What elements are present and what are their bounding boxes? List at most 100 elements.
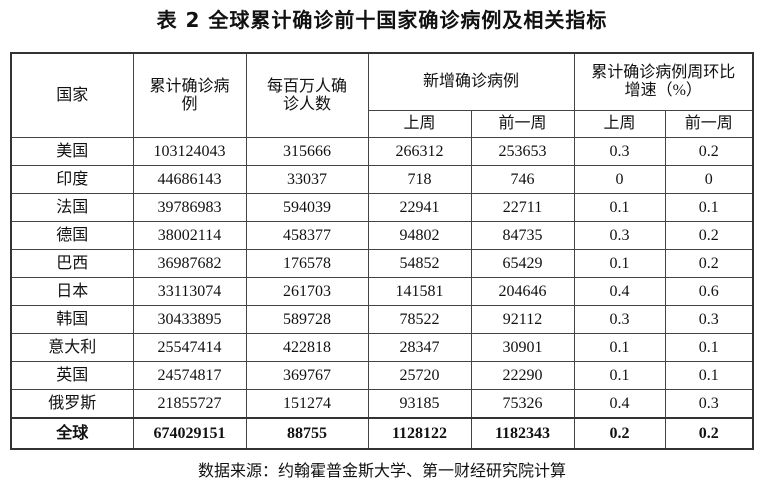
cell-per-million: 422818 [245,333,369,362]
cell-country: 德国 [10,221,134,250]
cell-cumulative: 39786983 [132,193,247,222]
cell-growth-prev: 0.3 [664,305,754,334]
header-growth: 累计确诊病例周环比增速（%） [573,52,754,111]
cell-growth-prev: 0.6 [664,277,754,306]
cell-cumulative: 44686143 [132,165,247,194]
cell-new-prev: 22290 [470,361,575,390]
cell-cumulative: 103124043 [132,137,247,166]
table-row: 美国 103124043 315666 266312 253653 0.3 0.2 [10,137,754,166]
cell-new-last: 141581 [367,277,472,306]
header-cumulative: 累计确诊病例 [132,52,247,138]
cell-growth-last: 0.3 [573,137,666,166]
cell-growth-last: 0.1 [573,249,666,278]
cell-new-last: 22941 [367,193,472,222]
cell-cumulative: 21855727 [132,389,247,419]
covid-cases-table: 国家 累计确诊病例 每百万人确诊人数 新增确诊病例 累计确诊病例周环比增速（%）… [10,52,754,450]
cell-growth-last: 0.4 [573,389,666,419]
cell-growth-prev: 0.2 [664,137,754,166]
cell-per-million: 33037 [245,165,369,194]
table-row: 韩国 30433895 589728 78522 92112 0.3 0.3 [10,305,754,334]
cell-country: 印度 [10,165,134,194]
table-row: 俄罗斯 21855727 151274 93185 75326 0.4 0.3 [10,389,754,419]
cell-cumulative: 24574817 [132,361,247,390]
total-cell-growth-prev: 0.2 [664,417,754,450]
cell-per-million: 315666 [245,137,369,166]
cell-growth-last: 0.1 [573,193,666,222]
cell-growth-prev: 0.1 [664,333,754,362]
cell-cumulative: 33113074 [132,277,247,306]
cell-growth-prev: 0.3 [664,389,754,419]
cell-new-prev: 65429 [470,249,575,278]
cell-new-prev: 84735 [470,221,575,250]
table-row: 日本 33113074 261703 141581 204646 0.4 0.6 [10,277,754,306]
header-new-cases: 新增确诊病例 [367,52,575,111]
cell-new-prev: 75326 [470,389,575,419]
cell-growth-prev: 0.2 [664,221,754,250]
cell-country: 日本 [10,277,134,306]
cell-growth-last: 0.3 [573,221,666,250]
header-new-prev-week: 前一周 [470,110,575,138]
cell-new-prev: 22711 [470,193,575,222]
total-cell-country: 全球 [10,417,134,450]
header-growth-last-week: 上周 [573,110,666,138]
header-new-last-week: 上周 [367,110,472,138]
cell-per-million: 589728 [245,305,369,334]
cell-growth-prev: 0 [664,165,754,194]
cell-country: 美国 [10,137,134,166]
cell-per-million: 369767 [245,361,369,390]
table-row: 德国 38002114 458377 94802 84735 0.3 0.2 [10,221,754,250]
cell-new-last: 25720 [367,361,472,390]
cell-country: 意大利 [10,333,134,362]
cell-new-prev: 253653 [470,137,575,166]
data-source-note: 数据来源：约翰霍普金斯大学、第一财经研究院计算 [197,463,566,480]
cell-country: 法国 [10,193,134,222]
cell-cumulative: 25547414 [132,333,247,362]
total-cell-growth-last: 0.2 [573,417,666,450]
table-row: 意大利 25547414 422818 28347 30901 0.1 0.1 [10,333,754,362]
cell-growth-last: 0.1 [573,361,666,390]
cell-new-prev: 204646 [470,277,575,306]
cell-new-prev: 746 [470,165,575,194]
cell-per-million: 151274 [245,389,369,419]
cell-new-last: 78522 [367,305,472,334]
header-per-million: 每百万人确诊人数 [245,52,369,138]
cell-per-million: 261703 [245,277,369,306]
cell-growth-prev: 0.1 [664,361,754,390]
header-growth-prev-week: 前一周 [664,110,754,138]
cell-new-last: 93185 [367,389,472,419]
total-row: 全球 674029151 88755 1128122 1182343 0.2 0.2 [10,417,754,450]
cell-growth-last: 0.3 [573,305,666,334]
cell-per-million: 594039 [245,193,369,222]
cell-country: 巴西 [10,249,134,278]
table-row: 法国 39786983 594039 22941 22711 0.1 0.1 [10,193,754,222]
table-title: 表 2 全球累计确诊前十国家确诊病例及相关指标 [156,8,608,32]
cell-cumulative: 38002114 [132,221,247,250]
cell-cumulative: 30433895 [132,305,247,334]
cell-growth-last: 0.4 [573,277,666,306]
cell-country: 英国 [10,361,134,390]
cell-country: 俄罗斯 [10,389,134,419]
cell-new-last: 266312 [367,137,472,166]
cell-cumulative: 36987682 [132,249,247,278]
table-row: 巴西 36987682 176578 54852 65429 0.1 0.2 [10,249,754,278]
table-row: 印度 44686143 33037 718 746 0 0 [10,165,754,194]
total-cell-per-million: 88755 [245,417,369,450]
cell-new-last: 94802 [367,221,472,250]
cell-per-million: 176578 [245,249,369,278]
header-country: 国家 [10,52,134,138]
cell-new-last: 54852 [367,249,472,278]
cell-growth-last: 0 [573,165,666,194]
table-row: 英国 24574817 369767 25720 22290 0.1 0.1 [10,361,754,390]
total-cell-new-prev: 1182343 [470,417,575,450]
cell-new-last: 718 [367,165,472,194]
cell-country: 韩国 [10,305,134,334]
cell-new-prev: 92112 [470,305,575,334]
cell-new-prev: 30901 [470,333,575,362]
total-cell-new-last: 1128122 [367,417,472,450]
cell-per-million: 458377 [245,221,369,250]
cell-new-last: 28347 [367,333,472,362]
total-cell-cumulative: 674029151 [132,417,247,450]
cell-growth-prev: 0.2 [664,249,754,278]
cell-growth-prev: 0.1 [664,193,754,222]
cell-growth-last: 0.1 [573,333,666,362]
